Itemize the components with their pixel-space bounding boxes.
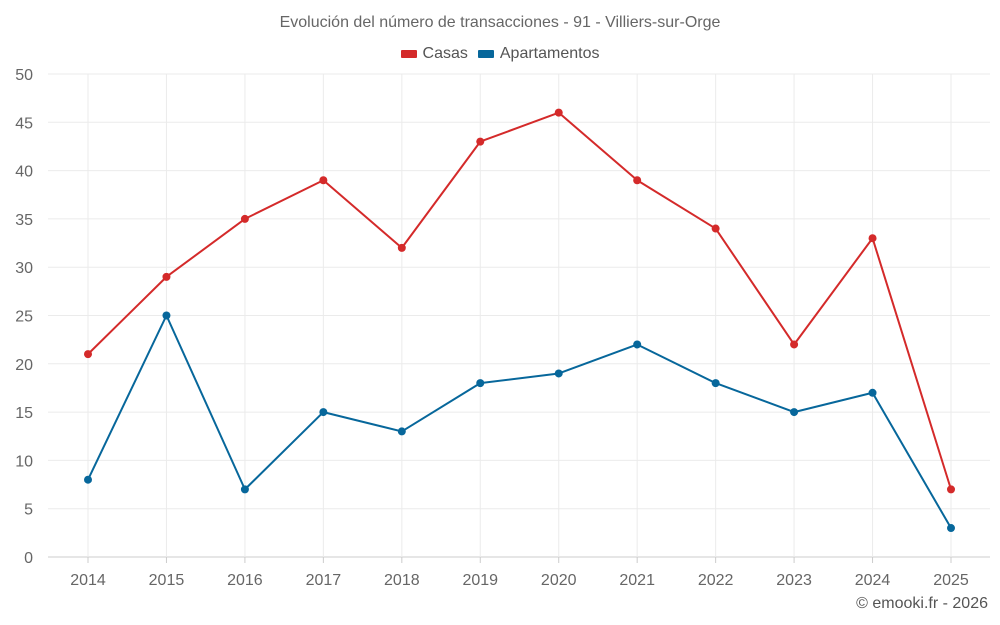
data-point-apartamentos-2015 <box>162 311 171 320</box>
data-point-apartamentos-2021 <box>633 340 642 349</box>
chart-title: Evolución del número de transacciones - … <box>279 14 721 31</box>
x-tick-label: 2025 <box>933 572 969 589</box>
legend-item-casas[interactable]: Casas <box>400 45 468 63</box>
y-tick-label: 5 <box>24 502 33 519</box>
x-tick-label: 2017 <box>306 572 342 589</box>
legend: Casas Apartamentos <box>0 45 1000 63</box>
legend-item-apartamentos[interactable]: Apartamentos <box>477 45 600 63</box>
grid-layer <box>48 73 990 558</box>
y-tick-label: 0 <box>24 550 33 567</box>
data-point-casas-2020 <box>554 108 563 117</box>
data-point-casas-2022 <box>711 224 720 233</box>
data-point-apartamentos-2014 <box>84 475 92 484</box>
y-tick-label: 45 <box>15 115 33 132</box>
credit-text: © emooki.fr - 2026 <box>856 595 988 612</box>
data-point-casas-2015 <box>162 272 171 281</box>
legend-label-casas: Casas <box>422 45 468 62</box>
data-point-casas-2025 <box>947 485 955 494</box>
data-point-apartamentos-2019 <box>476 379 485 388</box>
y-tick-label: 35 <box>15 212 33 229</box>
data-point-apartamentos-2016 <box>240 485 249 494</box>
x-tick-label: 2022 <box>698 572 734 589</box>
data-point-casas-2023 <box>790 340 799 349</box>
legend-swatch-casas <box>400 50 417 58</box>
data-point-apartamentos-2018 <box>397 427 406 436</box>
data-point-casas-2014 <box>84 350 92 359</box>
y-tick-label: 15 <box>15 405 33 422</box>
x-tick-label: 2020 <box>541 572 577 589</box>
y-tick-label: 10 <box>15 453 33 470</box>
legend-swatch-apartamentos <box>477 50 494 58</box>
series-line-apartamentos <box>87 314 952 529</box>
x-tick-label: 2016 <box>227 572 263 589</box>
data-point-apartamentos-2025 <box>947 524 955 533</box>
series-layer <box>84 108 955 533</box>
data-point-casas-2019 <box>476 137 485 146</box>
data-point-apartamentos-2023 <box>790 408 799 417</box>
y-tick-label: 50 <box>15 67 33 84</box>
x-tick-label: 2023 <box>776 572 812 589</box>
y-tick-label: 25 <box>15 309 33 326</box>
data-point-casas-2018 <box>397 243 406 252</box>
series-line-casas <box>87 111 952 490</box>
legend-label-apartamentos: Apartamentos <box>499 45 600 62</box>
data-point-casas-2017 <box>319 176 328 185</box>
data-point-apartamentos-2022 <box>711 379 720 388</box>
x-tick-label: 2021 <box>619 572 655 589</box>
data-point-casas-2021 <box>633 176 642 185</box>
y-tick-label: 30 <box>15 260 33 277</box>
data-point-apartamentos-2024 <box>868 388 877 397</box>
data-point-apartamentos-2020 <box>554 369 563 378</box>
x-tick-label: 2024 <box>855 572 891 589</box>
data-point-apartamentos-2017 <box>319 408 328 417</box>
data-point-casas-2016 <box>240 214 249 223</box>
y-tick-label: 40 <box>15 164 33 181</box>
x-tick-label: 2019 <box>462 572 498 589</box>
y-tick-label: 20 <box>15 357 33 374</box>
x-tick-label: 2014 <box>70 572 106 589</box>
data-point-casas-2024 <box>868 234 877 243</box>
x-tick-label: 2018 <box>384 572 420 589</box>
x-tick-label: 2015 <box>149 572 185 589</box>
